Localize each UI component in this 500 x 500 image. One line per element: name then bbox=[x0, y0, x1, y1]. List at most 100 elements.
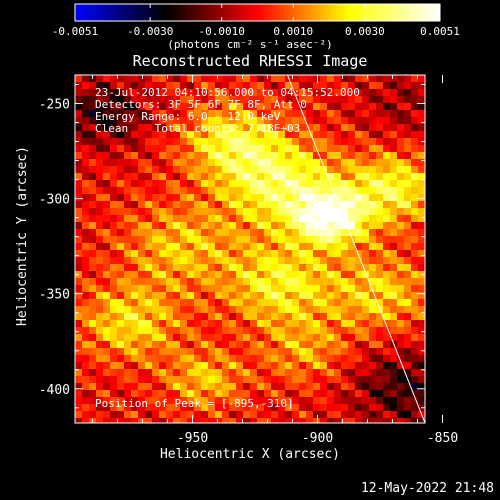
heatmap-cell bbox=[117, 229, 124, 236]
heatmap-cell bbox=[327, 82, 334, 89]
heatmap-cell bbox=[124, 215, 131, 222]
y-axis-label: Heliocentric Y (arcsec) bbox=[15, 145, 30, 326]
heatmap-cell bbox=[222, 243, 229, 250]
heatmap-cell bbox=[187, 180, 194, 187]
heatmap-cell bbox=[397, 257, 404, 264]
heatmap-cell bbox=[222, 131, 229, 138]
heatmap-cell bbox=[369, 397, 376, 404]
heatmap-cell bbox=[243, 201, 250, 208]
heatmap-cell bbox=[341, 348, 348, 355]
heatmap-cell bbox=[152, 194, 159, 201]
heatmap-cell bbox=[173, 75, 180, 82]
heatmap-cell bbox=[208, 355, 215, 362]
heatmap-cell bbox=[236, 264, 243, 271]
heatmap-cell bbox=[292, 236, 299, 243]
heatmap-cell bbox=[250, 124, 257, 131]
heatmap-cell bbox=[390, 138, 397, 145]
heatmap-cell bbox=[194, 348, 201, 355]
heatmap-cell bbox=[222, 271, 229, 278]
heatmap-cell bbox=[327, 96, 334, 103]
heatmap-cell bbox=[131, 264, 138, 271]
heatmap-cell bbox=[243, 236, 250, 243]
heatmap-cell bbox=[250, 145, 257, 152]
heatmap-cell bbox=[103, 110, 110, 117]
heatmap-cell bbox=[278, 110, 285, 117]
heatmap-cell bbox=[264, 124, 271, 131]
heatmap-cell bbox=[180, 285, 187, 292]
heatmap-cell bbox=[117, 236, 124, 243]
heatmap-cell bbox=[103, 397, 110, 404]
heatmap-cell bbox=[264, 82, 271, 89]
heatmap-cell bbox=[383, 124, 390, 131]
heatmap-cell bbox=[222, 376, 229, 383]
heatmap-cell bbox=[145, 278, 152, 285]
heatmap-cell bbox=[306, 96, 313, 103]
heatmap-cell bbox=[194, 271, 201, 278]
heatmap-cell bbox=[117, 292, 124, 299]
heatmap-cell bbox=[397, 397, 404, 404]
heatmap-cell bbox=[96, 355, 103, 362]
heatmap-cell bbox=[145, 222, 152, 229]
heatmap-cell bbox=[362, 278, 369, 285]
heatmap-cell bbox=[215, 103, 222, 110]
heatmap-cell bbox=[152, 187, 159, 194]
heatmap-cell bbox=[103, 355, 110, 362]
heatmap-cell bbox=[285, 369, 292, 376]
heatmap-cell bbox=[89, 362, 96, 369]
heatmap-cell bbox=[390, 194, 397, 201]
heatmap-cell bbox=[124, 201, 131, 208]
heatmap-cell bbox=[341, 236, 348, 243]
heatmap-cell bbox=[159, 285, 166, 292]
heatmap-cell bbox=[96, 376, 103, 383]
heatmap-cell bbox=[166, 383, 173, 390]
heatmap-cell bbox=[82, 278, 89, 285]
heatmap-cell bbox=[117, 404, 124, 411]
heatmap-cell bbox=[334, 278, 341, 285]
heatmap-cell bbox=[145, 138, 152, 145]
heatmap-cell bbox=[222, 173, 229, 180]
heatmap-cell bbox=[390, 131, 397, 138]
heatmap-cell bbox=[201, 103, 208, 110]
heatmap-cell bbox=[369, 96, 376, 103]
heatmap-cell bbox=[124, 180, 131, 187]
heatmap-cell bbox=[215, 131, 222, 138]
heatmap-cell bbox=[306, 313, 313, 320]
heatmap-cell bbox=[334, 404, 341, 411]
heatmap-cell bbox=[257, 390, 264, 397]
heatmap-cell bbox=[264, 173, 271, 180]
heatmap-cell bbox=[201, 201, 208, 208]
heatmap-cell bbox=[348, 264, 355, 271]
heatmap-cell bbox=[397, 264, 404, 271]
heatmap-cell bbox=[138, 348, 145, 355]
heatmap-cell bbox=[348, 236, 355, 243]
heatmap-cell bbox=[145, 327, 152, 334]
heatmap-cell bbox=[96, 89, 103, 96]
heatmap-cell bbox=[236, 285, 243, 292]
heatmap-cell bbox=[397, 341, 404, 348]
heatmap-cell bbox=[306, 418, 313, 423]
heatmap-cell bbox=[334, 348, 341, 355]
heatmap-cell bbox=[194, 222, 201, 229]
heatmap-cell bbox=[341, 341, 348, 348]
heatmap-cell bbox=[285, 110, 292, 117]
heatmap-cell bbox=[397, 306, 404, 313]
heatmap-cell bbox=[369, 201, 376, 208]
heatmap-cell bbox=[292, 250, 299, 257]
heatmap-cell bbox=[229, 404, 236, 411]
heatmap-cell bbox=[117, 152, 124, 159]
heatmap-cell bbox=[257, 173, 264, 180]
heatmap-cell bbox=[285, 292, 292, 299]
heatmap-cell bbox=[159, 110, 166, 117]
heatmap-cell bbox=[82, 250, 89, 257]
heatmap-cell bbox=[243, 152, 250, 159]
heatmap-cell bbox=[313, 257, 320, 264]
heatmap-cell bbox=[411, 117, 418, 124]
heatmap-cell bbox=[285, 201, 292, 208]
heatmap-cell bbox=[166, 313, 173, 320]
heatmap-cell bbox=[180, 264, 187, 271]
heatmap-cell bbox=[278, 362, 285, 369]
heatmap-cell bbox=[376, 250, 383, 257]
heatmap-cell bbox=[229, 313, 236, 320]
heatmap-cell bbox=[124, 264, 131, 271]
heatmap-cell bbox=[355, 285, 362, 292]
